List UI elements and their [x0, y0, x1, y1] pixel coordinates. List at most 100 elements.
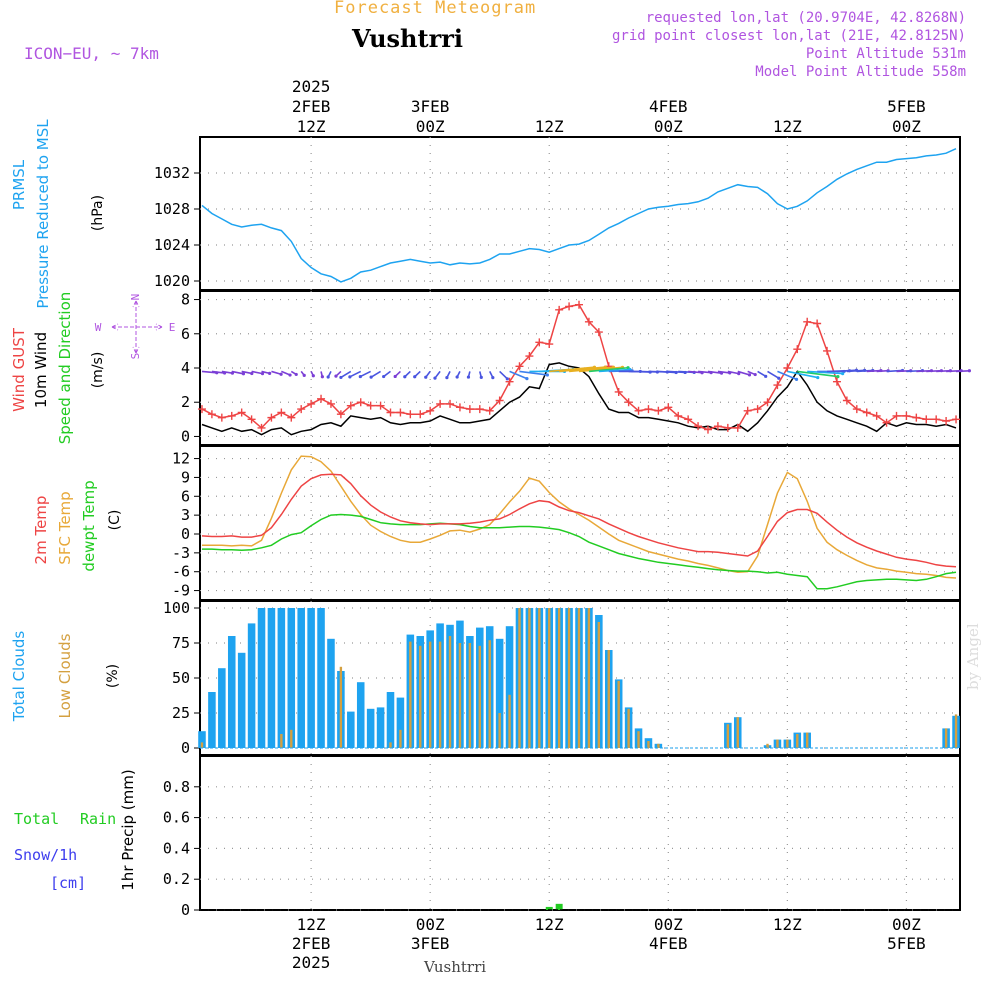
wind-gust-line-marker — [842, 396, 851, 405]
wind-direction-arrow — [251, 370, 263, 375]
bottom-time-label: 12Z — [297, 915, 326, 934]
wind-gust-line-marker — [614, 387, 623, 396]
wind-direction-arrow — [727, 370, 739, 375]
wind-gust-line-marker — [416, 410, 425, 419]
wind-gust-line-marker — [436, 399, 445, 408]
total-clouds-bar — [247, 623, 256, 748]
wind-gust-line-marker — [912, 413, 921, 422]
low-clouds-bar — [389, 742, 392, 748]
wind-arrow-head — [294, 372, 298, 377]
wind-arrow-head — [545, 373, 549, 377]
top-time-label: 12Z — [535, 117, 564, 136]
wind-arrow-head — [466, 375, 471, 379]
wind-speed-dir-label: Speed and Direction — [56, 292, 74, 445]
wind-gust-line-marker — [763, 398, 772, 407]
total-clouds-bar — [267, 608, 276, 748]
wind-direction-arrow — [807, 370, 843, 375]
wind-gust-line-marker — [475, 405, 484, 414]
wind-gust-line-marker — [624, 398, 633, 407]
total-clouds-bar — [366, 708, 375, 748]
low-clouds-bar — [944, 728, 948, 748]
wind-direction-arrow — [549, 366, 595, 373]
wind-gust-line-marker — [723, 423, 732, 432]
low-clouds-bar — [786, 739, 789, 748]
wind-arrow-head — [505, 377, 509, 381]
wind-gust-line-marker — [227, 411, 236, 420]
y-tick-label: 0.2 — [163, 870, 190, 888]
wind-gust-line-marker — [703, 425, 712, 434]
wind-gust-line-marker — [793, 345, 802, 354]
top-time-label: 00Z — [654, 117, 683, 136]
rain-bar — [555, 903, 563, 910]
y-tick-label: -6 — [172, 563, 190, 581]
wind-gust-line-marker — [594, 328, 603, 337]
chart-title: Forecast Meteogram — [334, 0, 537, 18]
pressure-line — [201, 148, 957, 283]
top-time-label: 00Z — [416, 117, 445, 136]
station-name: Vushtrri — [352, 24, 463, 53]
wind-gust-line-marker — [555, 305, 564, 314]
low-clouds-bar — [954, 714, 958, 748]
low-clouds-bar — [518, 608, 521, 748]
y-tick-label: 0.6 — [163, 809, 190, 827]
wind-arrow-head — [455, 375, 459, 379]
y-tick-label: 0.8 — [163, 778, 190, 796]
total-clouds-bar — [327, 638, 335, 748]
total-clouds-bar — [277, 608, 286, 748]
rain-bar — [545, 906, 553, 910]
low-clouds-bar — [498, 713, 501, 748]
low-clouds-bar — [776, 739, 779, 748]
wind-gust-line-marker — [277, 408, 286, 417]
wind-arrow-head — [479, 375, 483, 379]
wind-direction-arrow — [349, 370, 362, 378]
wind-gust-line-marker — [575, 300, 584, 309]
wind-gust-line-marker — [247, 415, 256, 424]
wind-gust-line-marker — [803, 317, 812, 326]
low-clouds-bar — [468, 643, 472, 748]
footer-station: Vushtrri — [424, 958, 487, 976]
low-clouds-bar — [200, 742, 204, 748]
wind-gust-line-marker — [852, 405, 861, 414]
low-clouds-bar — [538, 608, 541, 748]
cm-label: [cm] — [50, 874, 86, 892]
wind-arrow-head — [764, 374, 768, 378]
wind-gust-line-marker — [257, 423, 266, 432]
y-tick-label: 50 — [172, 669, 190, 687]
y-tick-label: 100 — [163, 599, 190, 617]
wind-gust-line-marker — [664, 403, 673, 412]
wind-arrow-head — [302, 373, 306, 377]
wind-gust-line-marker — [773, 381, 782, 390]
wind-gust-line-marker — [465, 405, 474, 414]
wind-gust-line-marker — [892, 411, 901, 420]
total-clouds-bar — [347, 711, 355, 748]
low-clouds-bar — [597, 622, 601, 748]
wind-direction-arrow — [777, 370, 797, 381]
low-clouds-bar — [508, 694, 511, 748]
wind-arrow-head — [424, 375, 428, 379]
wind-gust-line-marker — [346, 401, 355, 410]
total-clouds-label: Total Clouds — [10, 631, 28, 723]
wind-arrow-head — [836, 374, 840, 379]
wind-gust-line-marker — [862, 408, 871, 417]
wind-arrow-head — [250, 371, 254, 376]
bottom-time-label: 2025 — [292, 953, 331, 972]
y-tick-label: 1024 — [154, 236, 190, 254]
wind-arrow-head — [326, 375, 330, 379]
wind-gust-line-marker — [197, 405, 206, 414]
wind-direction-arrow — [559, 366, 606, 373]
low-clouds-bar — [478, 645, 481, 748]
y-tick-label: 1032 — [154, 164, 190, 182]
low-clouds-bar — [557, 608, 561, 748]
total-clouds-bar — [237, 652, 246, 748]
wind-gust-line-marker — [515, 362, 524, 371]
y-tick-label: 25 — [172, 704, 190, 722]
pressure-label-2: Pressure Reduced to MSL — [34, 119, 52, 309]
wind-gust-line-marker — [694, 422, 703, 431]
wind-arrow-head — [241, 372, 246, 376]
wind-gust-line-marker — [267, 413, 276, 422]
point-altitude: Point Altitude 531m — [805, 46, 966, 62]
panel-frame-5 — [199, 755, 961, 911]
total-clouds-bar — [257, 608, 266, 748]
y-tick-label: 0.4 — [163, 839, 190, 857]
